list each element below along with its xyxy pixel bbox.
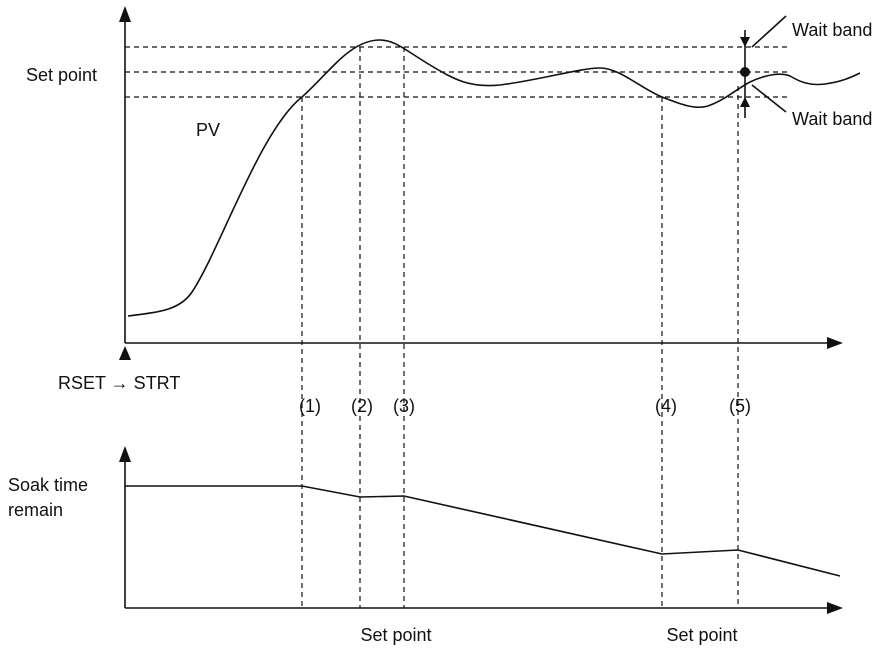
y-label: Soak time	[8, 475, 88, 495]
marker-label: (1)	[299, 396, 321, 416]
wait-band-label: Wait band	[792, 20, 872, 40]
set-point-dot	[740, 67, 750, 77]
arrow-head	[827, 602, 843, 614]
arrow-head	[827, 337, 843, 349]
x-label: Set point	[666, 625, 737, 645]
marker-label: (4)	[655, 396, 677, 416]
x-label: Set point	[360, 625, 431, 645]
marker-label: (2)	[351, 396, 373, 416]
marker-label: (3)	[393, 396, 415, 416]
wait-band-label: Wait band	[792, 109, 872, 129]
arrow-head	[119, 446, 131, 462]
arrow-head	[740, 37, 750, 47]
arrow-head	[740, 97, 750, 107]
pv-curve	[127, 39, 861, 317]
marker-label: (5)	[729, 396, 751, 416]
soak-time-line	[125, 485, 841, 577]
pv-label: PV	[196, 120, 220, 140]
y-label: remain	[8, 500, 63, 520]
start-marker	[119, 346, 131, 360]
set-point-label: Set point	[26, 65, 97, 85]
arrow-head	[119, 6, 131, 22]
leader-line	[751, 84, 787, 113]
start-label: RSET → STRT	[58, 373, 180, 393]
leader-line	[751, 15, 787, 48]
